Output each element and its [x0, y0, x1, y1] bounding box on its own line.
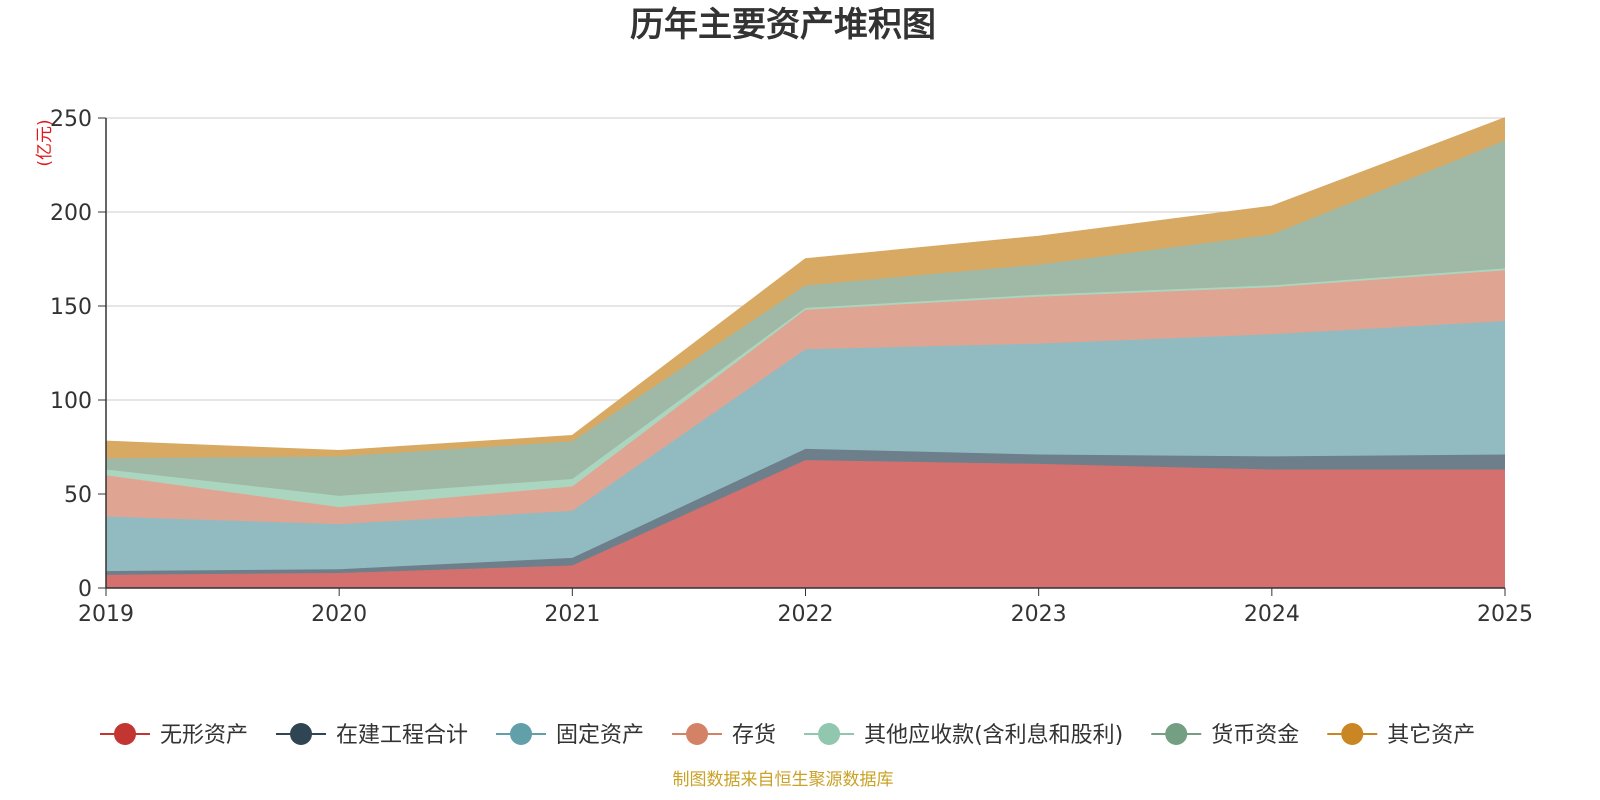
legend-label: 货币资金 — [1211, 723, 1299, 748]
y-tick-label: 200 — [50, 201, 92, 226]
area-series-0 — [106, 460, 1505, 588]
x-tick-label: 2022 — [778, 602, 834, 627]
legend-marker — [818, 723, 841, 745]
y-tick-label: 50 — [64, 483, 92, 508]
legend-item[interactable]: 在建工程合计 — [276, 723, 468, 748]
x-tick-label: 2025 — [1477, 602, 1533, 627]
area-series — [105, 117, 1506, 588]
legend-label: 固定资产 — [556, 723, 644, 748]
legend-label: 其它资产 — [1387, 723, 1475, 748]
legend-marker — [686, 723, 709, 745]
area-series-1 — [106, 448, 1505, 575]
y-tick-label: 0 — [78, 577, 92, 602]
legend-item[interactable]: 固定资产 — [496, 723, 644, 748]
legend-item[interactable]: 货币资金 — [1151, 723, 1299, 748]
x-tick-label: 2024 — [1244, 602, 1300, 627]
x-tick-label: 2021 — [544, 602, 600, 627]
data-source-note: 制图数据来自恒生聚源数据库 — [673, 770, 894, 790]
legend-item[interactable]: 其它资产 — [1327, 723, 1475, 748]
legend-marker — [510, 723, 533, 745]
legend-marker — [1165, 723, 1188, 745]
area-series-5 — [106, 140, 1505, 496]
legend-label: 无形资产 — [160, 723, 248, 748]
y-tick-label: 100 — [50, 389, 92, 414]
legend-item[interactable]: 无形资产 — [100, 723, 248, 748]
area-series-2 — [106, 321, 1505, 572]
legend-marker — [1341, 723, 1364, 745]
x-tick-label: 2023 — [1011, 602, 1067, 627]
legend-label: 在建工程合计 — [336, 723, 468, 748]
chart-title: 历年主要资产堆积图 — [630, 5, 936, 45]
legend-label: 存货 — [732, 723, 776, 748]
y-tick-labels: 0 50 100 150 200 250 — [50, 107, 92, 602]
area-series-line-6 — [105, 117, 1506, 452]
legend-label: 其他应收款(含利息和股利) — [864, 723, 1123, 748]
y-tick-label: 150 — [50, 295, 92, 320]
y-axis-unit: (亿元) — [35, 119, 55, 166]
legend-marker — [290, 723, 313, 745]
x-tick-label: 2020 — [311, 602, 367, 627]
y-tick-label: 250 — [50, 107, 92, 132]
legend-item[interactable]: 其他应收款(含利息和股利) — [804, 723, 1123, 748]
x-tick-label: 2019 — [78, 602, 134, 627]
legend-marker — [114, 723, 136, 745]
legend-item[interactable]: 存货 — [672, 723, 776, 748]
area-series-3 — [106, 270, 1505, 525]
x-tick-labels: 2019 2020 2021 2022 2023 2024 2025 — [78, 588, 1533, 627]
legend: 无形资产 在建工程合计 固定资产 存货 其他应收款(含利息和股利) 货币资金 其它资产 — [100, 723, 1475, 748]
